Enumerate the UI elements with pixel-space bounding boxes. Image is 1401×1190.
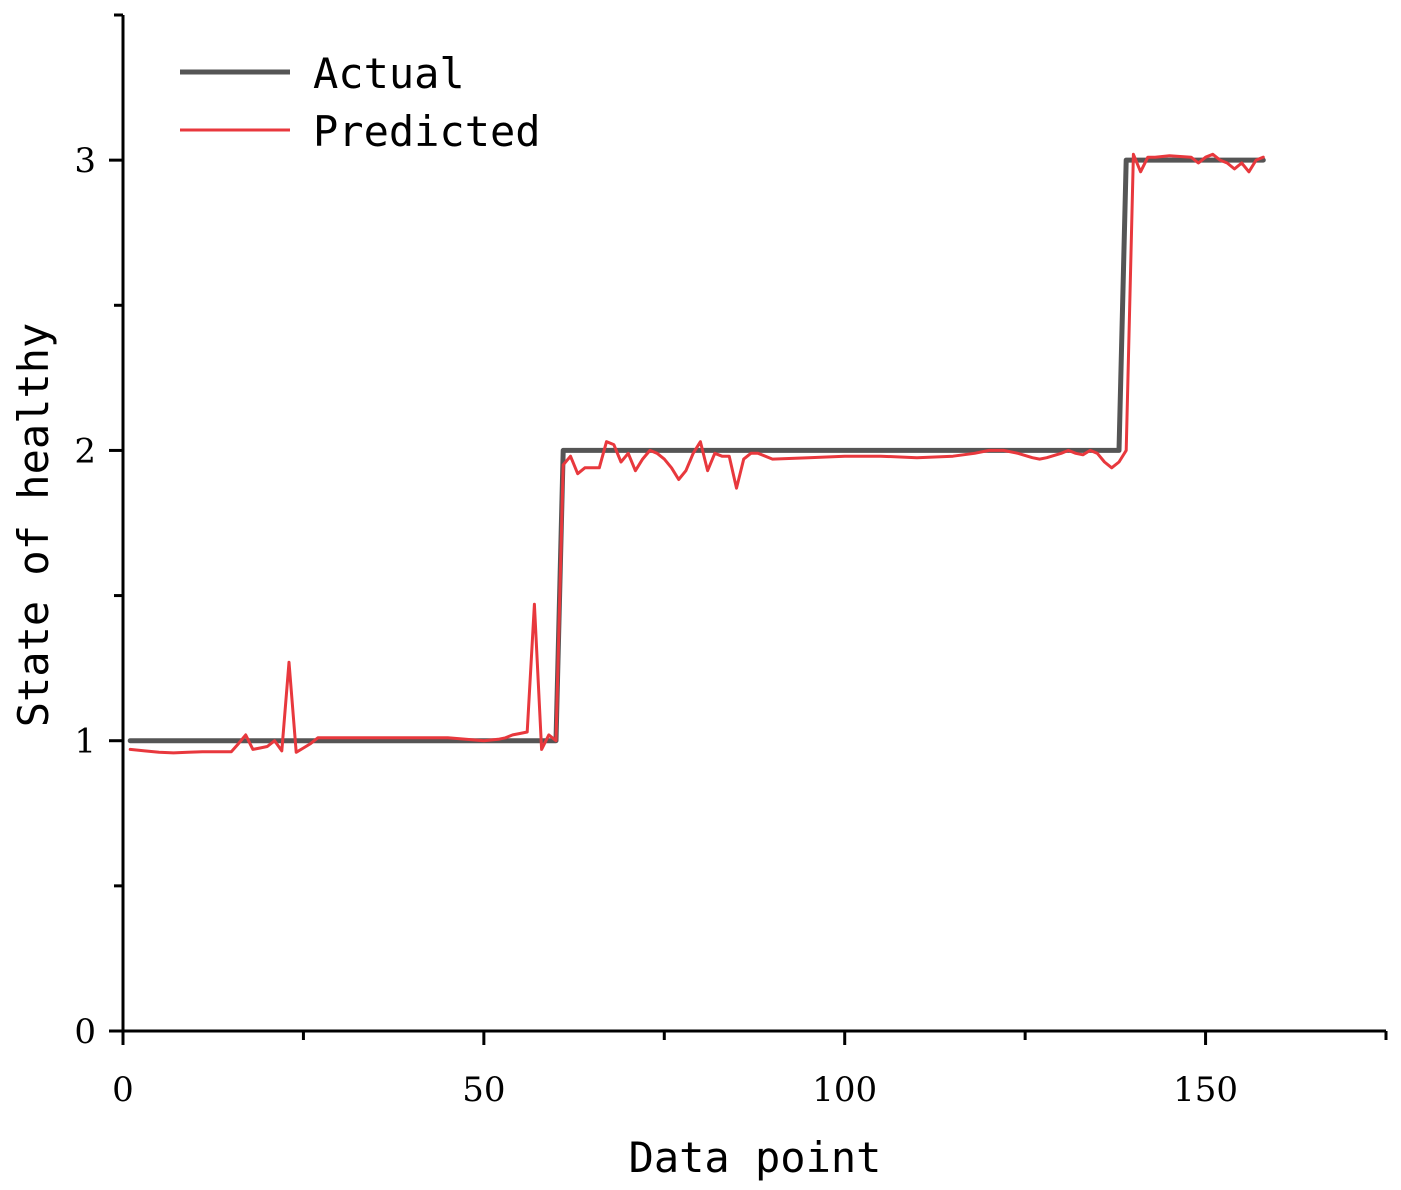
legend: Actual Predicted xyxy=(180,49,541,156)
y-tick-label: 1 xyxy=(74,722,96,762)
y-tick-label: 3 xyxy=(74,141,96,181)
legend-label-actual: Actual xyxy=(313,49,465,98)
legend-label-predicted: Predicted xyxy=(313,107,541,156)
axes xyxy=(121,15,1386,1033)
plot-lines xyxy=(127,152,1266,755)
x-tick-label: 150 xyxy=(1173,1070,1238,1110)
y-tick-label: 2 xyxy=(74,431,96,471)
x-tick-label: 0 xyxy=(112,1070,134,1110)
x-tick-label: 100 xyxy=(812,1070,877,1110)
x-axis-title: Data point xyxy=(629,1133,882,1182)
series-line-predicted xyxy=(128,152,1265,755)
x-tick-label: 50 xyxy=(462,1070,505,1110)
y-tick-label: 0 xyxy=(74,1012,96,1052)
ticks: 0 50 100 150 0 1 2 3 xyxy=(74,13,1388,1110)
y-axis-title: State of healthy xyxy=(9,323,58,728)
